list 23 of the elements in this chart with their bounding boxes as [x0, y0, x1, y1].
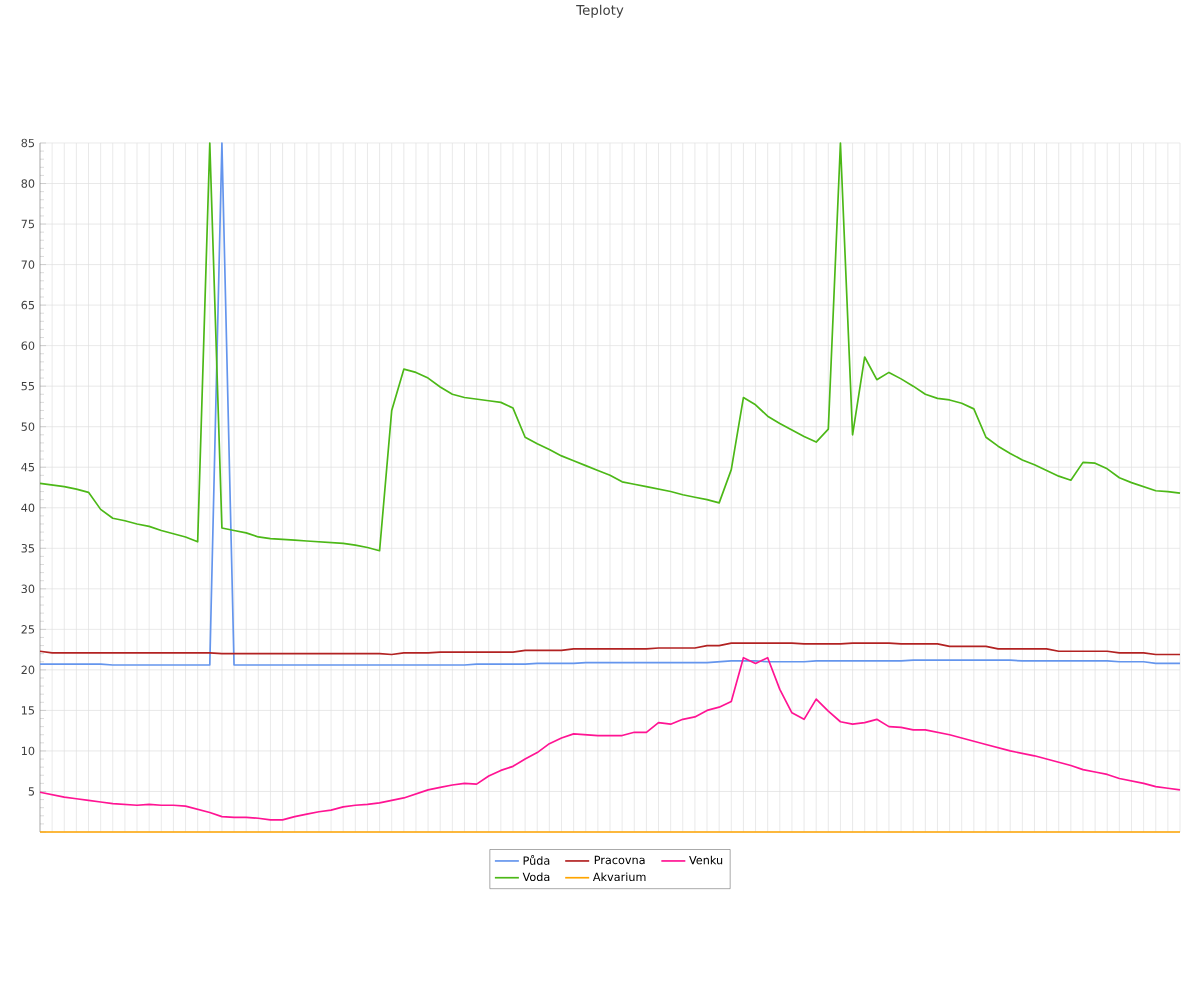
y-tick-label: 30 [21, 584, 35, 594]
y-tick-label: 5 [28, 787, 35, 796]
y-tick-label: 15 [21, 706, 35, 715]
chart-title: Teploty [576, 4, 624, 18]
y-tick-label: 50 [21, 422, 35, 431]
legend-label: Voda [522, 872, 550, 882]
legend-label: Půda [523, 855, 550, 865]
y-tick-label: 55 [21, 381, 35, 391]
y-tick-label: 85 [21, 138, 35, 148]
y-tick-label: 40 [21, 503, 35, 513]
legend-label: Pracovna [594, 855, 645, 865]
y-tick-label: 20 [21, 665, 35, 675]
y-tick-label: 45 [21, 463, 35, 472]
y-tick-label: 70 [21, 260, 35, 269]
y-tick-label: 60 [21, 341, 35, 350]
y-tick-label: 80 [21, 179, 35, 188]
legend-label: Akvarium [592, 872, 646, 882]
y-tick-label: 35 [21, 544, 35, 553]
y-tick-label: 65 [21, 300, 35, 310]
y-tick-label: 25 [21, 625, 35, 634]
legend-label: Venku [689, 855, 723, 865]
y-tick-label: 75 [21, 219, 35, 229]
y-tick-label: 10 [21, 746, 35, 756]
